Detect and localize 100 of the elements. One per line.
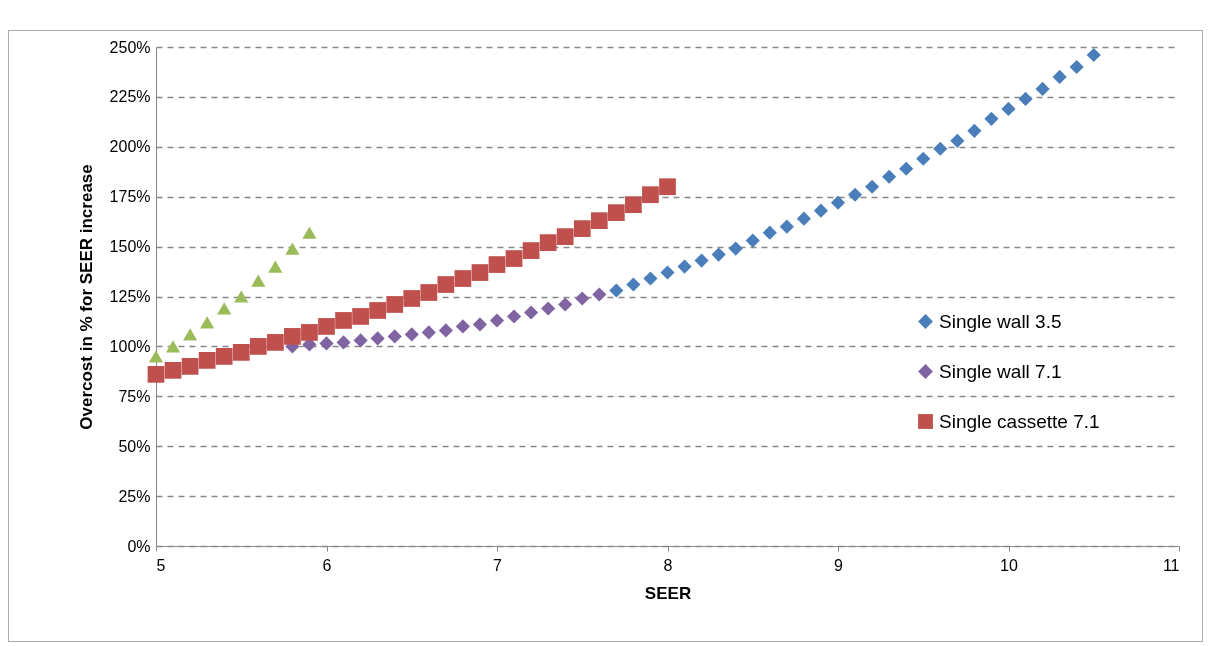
point [301, 324, 318, 341]
y-tick-label: 150% [109, 238, 151, 256]
point [1035, 81, 1050, 96]
point [728, 241, 743, 256]
point [335, 312, 352, 329]
point [217, 302, 232, 315]
point [404, 327, 419, 342]
y-tick-label: 250% [109, 38, 151, 56]
point [609, 283, 624, 298]
point [200, 316, 215, 329]
point [164, 361, 182, 379]
point [607, 204, 625, 222]
point [268, 260, 283, 273]
point [215, 348, 233, 365]
point [522, 242, 540, 259]
point [813, 203, 829, 218]
point [198, 352, 216, 369]
y-tick-label: 75% [118, 387, 151, 405]
y-tick-label: 100% [109, 337, 151, 355]
x-tick-label: 8 [663, 556, 673, 574]
point [573, 220, 591, 237]
point [626, 277, 641, 292]
point [984, 111, 999, 126]
point [642, 186, 659, 204]
point [541, 301, 556, 316]
point [165, 340, 181, 353]
point [455, 319, 470, 334]
point [625, 196, 642, 214]
point [556, 228, 574, 245]
point [472, 317, 488, 332]
y-tick-label: 0% [127, 537, 151, 555]
point [506, 309, 522, 324]
point [847, 187, 863, 202]
y-tick-label: 125% [109, 288, 151, 305]
x-tick-label: 11 [1162, 556, 1180, 574]
point [933, 141, 948, 156]
point [438, 323, 453, 338]
point [437, 276, 455, 293]
point [505, 250, 523, 267]
point [387, 329, 402, 344]
legend-label: Single wall 3.5 [939, 310, 1062, 332]
legend-label: Single wall 7.1 [939, 360, 1062, 382]
point [319, 336, 334, 351]
point [1001, 101, 1016, 116]
point [148, 350, 164, 363]
point [285, 242, 300, 255]
x-tick-label: 7 [493, 556, 503, 574]
point [266, 334, 284, 351]
point [745, 233, 760, 248]
point [489, 313, 505, 328]
point [1052, 69, 1067, 85]
point [318, 318, 335, 335]
point [1086, 47, 1101, 63]
point [403, 290, 421, 307]
point [643, 271, 658, 286]
point [234, 290, 249, 303]
point [369, 302, 387, 319]
point [181, 357, 199, 375]
y-tick-label: 175% [109, 188, 151, 206]
point [488, 256, 506, 273]
y-axis-title: Overcost in % for SEER increase [76, 164, 96, 430]
point [694, 253, 709, 268]
point [370, 331, 385, 346]
point [454, 270, 472, 287]
legend-label: Single cassette 7.1 [939, 410, 1100, 432]
point [779, 219, 794, 234]
point [575, 291, 590, 306]
y-tick-label: 200% [109, 138, 151, 156]
point [967, 123, 982, 138]
y-tick-label: 25% [118, 487, 151, 505]
point [251, 274, 266, 287]
point [183, 328, 198, 341]
point [899, 161, 914, 176]
point [284, 328, 301, 345]
point [558, 297, 573, 312]
point [882, 169, 897, 184]
point [336, 335, 351, 350]
x-tick-label: 5 [156, 556, 166, 574]
x-tick-label: 9 [834, 556, 844, 574]
point [950, 133, 965, 148]
point [352, 308, 369, 325]
y-tick-label: 50% [118, 437, 151, 455]
x-tick-label: 10 [1000, 556, 1018, 574]
point [590, 212, 608, 230]
x-tick-label: 6 [322, 556, 332, 574]
point [660, 265, 675, 280]
point [830, 195, 846, 210]
point [421, 325, 436, 340]
point [1069, 59, 1084, 75]
point [539, 234, 557, 251]
point [916, 151, 931, 166]
point [249, 338, 267, 355]
point [232, 344, 250, 361]
point [711, 247, 726, 262]
point [677, 259, 692, 274]
y-tick-label: 225% [109, 88, 151, 106]
point [1018, 91, 1033, 106]
x-axis-title: SEER [644, 583, 692, 603]
point [592, 287, 607, 302]
point [796, 211, 811, 226]
